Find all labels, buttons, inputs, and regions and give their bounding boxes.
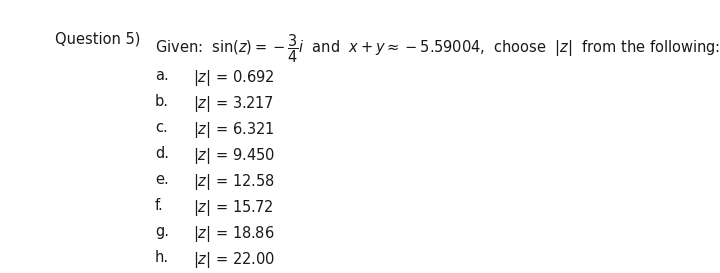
Text: c.: c. — [155, 120, 168, 135]
Text: g.: g. — [155, 224, 169, 239]
Text: $|z|$ = 22.00: $|z|$ = 22.00 — [193, 250, 275, 270]
Text: d.: d. — [155, 146, 169, 161]
Text: Question 5): Question 5) — [55, 32, 140, 47]
Text: f.: f. — [155, 198, 163, 213]
Text: e.: e. — [155, 172, 168, 187]
Text: $|z|$ = 6.321: $|z|$ = 6.321 — [193, 120, 274, 140]
Text: $|z|$ = 12.58: $|z|$ = 12.58 — [193, 172, 275, 192]
Text: h.: h. — [155, 250, 169, 265]
Text: $|z|$ = 9.450: $|z|$ = 9.450 — [193, 146, 275, 166]
Text: $|z|$ = 0.692: $|z|$ = 0.692 — [193, 68, 274, 88]
Text: a.: a. — [155, 68, 168, 83]
Text: $|z|$ = 18.86: $|z|$ = 18.86 — [193, 224, 274, 244]
Text: $|z|$ = 15.72: $|z|$ = 15.72 — [193, 198, 274, 218]
Text: Given:  $\mathrm{sin}(z) = -\dfrac{3}{4}i$  and  $x + y \approx -5.59004$,  choo: Given: $\mathrm{sin}(z) = -\dfrac{3}{4}i… — [155, 32, 720, 64]
Text: $|z|$ = 3.217: $|z|$ = 3.217 — [193, 94, 274, 114]
Text: b.: b. — [155, 94, 169, 109]
